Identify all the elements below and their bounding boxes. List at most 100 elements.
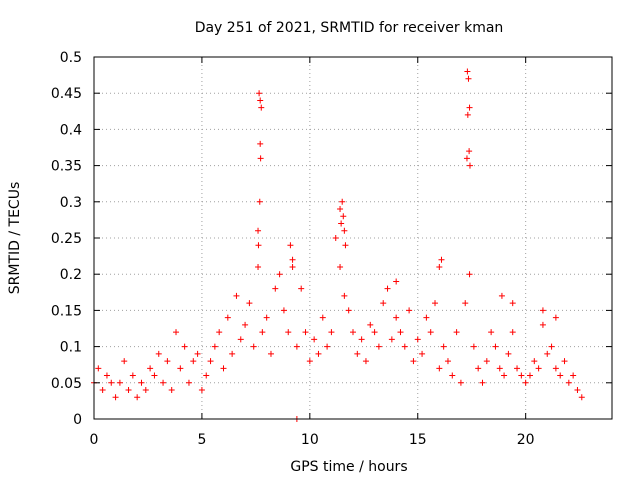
data-point xyxy=(552,365,559,372)
data-point xyxy=(574,387,581,394)
data-point xyxy=(229,350,236,357)
data-point xyxy=(125,387,132,394)
data-point xyxy=(375,343,382,350)
data-point xyxy=(565,379,572,386)
data-point xyxy=(384,285,391,292)
data-point xyxy=(423,314,430,321)
data-point xyxy=(285,329,292,336)
x-tick-label: 15 xyxy=(409,432,427,448)
data-point xyxy=(287,242,294,249)
data-point xyxy=(298,285,305,292)
data-point xyxy=(160,379,167,386)
x-axis-label: GPS time / hours xyxy=(290,459,407,475)
data-point xyxy=(134,394,141,401)
data-point xyxy=(544,350,551,357)
x-tick-label: 0 xyxy=(90,432,99,448)
chart-title: Day 251 of 2021, SRMTID for receiver kma… xyxy=(195,20,504,36)
data-point xyxy=(207,358,214,365)
data-point xyxy=(440,343,447,350)
data-point xyxy=(462,300,469,307)
data-point xyxy=(142,387,149,394)
data-point xyxy=(345,307,352,314)
data-point xyxy=(319,314,326,321)
data-point xyxy=(498,292,505,299)
data-point xyxy=(258,104,265,111)
data-point xyxy=(466,148,473,155)
grid-lines xyxy=(94,57,612,419)
data-point xyxy=(397,329,404,336)
data-point xyxy=(255,242,262,249)
data-point xyxy=(121,358,128,365)
data-point xyxy=(466,271,473,278)
y-tick-label: 0.1 xyxy=(60,340,82,356)
data-point xyxy=(464,111,471,118)
y-tick-label: 0.25 xyxy=(51,231,82,247)
data-point xyxy=(427,329,434,336)
data-point xyxy=(259,329,266,336)
data-point xyxy=(371,329,378,336)
data-point xyxy=(561,358,568,365)
data-point xyxy=(380,300,387,307)
data-point xyxy=(509,329,516,336)
data-point xyxy=(557,372,564,379)
data-point xyxy=(108,379,115,386)
x-tick-label: 20 xyxy=(517,432,535,448)
data-point xyxy=(302,329,309,336)
data-point xyxy=(514,365,521,372)
data-point xyxy=(438,256,445,263)
data-point xyxy=(496,365,503,372)
data-point xyxy=(211,343,218,350)
data-point xyxy=(505,350,512,357)
data-point xyxy=(406,307,413,314)
data-point xyxy=(453,329,460,336)
data-point xyxy=(393,278,400,285)
data-point xyxy=(306,358,313,365)
data-point xyxy=(138,379,145,386)
y-tick-labels: 0 0.05 0.1 0.15 0.2 0.25 0.3 0.35 0.4 0.45 0.5 xyxy=(51,50,82,428)
data-point xyxy=(548,343,555,350)
data-point xyxy=(194,350,201,357)
data-point xyxy=(354,350,361,357)
data-point xyxy=(99,387,106,394)
data-point xyxy=(324,343,331,350)
data-point xyxy=(518,372,525,379)
y-tick-label: 0.2 xyxy=(60,267,82,283)
data-point xyxy=(488,329,495,336)
data-point xyxy=(255,263,262,270)
data-point xyxy=(526,372,533,379)
data-points xyxy=(91,68,585,422)
data-point xyxy=(272,285,279,292)
data-point xyxy=(337,263,344,270)
data-point xyxy=(256,90,263,97)
data-point xyxy=(185,379,192,386)
data-point xyxy=(203,372,210,379)
data-point xyxy=(539,321,546,328)
data-point xyxy=(164,358,171,365)
data-point xyxy=(552,314,559,321)
data-point xyxy=(388,336,395,343)
data-point xyxy=(339,198,346,205)
data-point xyxy=(198,387,205,394)
data-point xyxy=(242,321,249,328)
data-point xyxy=(432,300,439,307)
data-point xyxy=(465,75,472,82)
y-axis-label: SRMTID / TECUs xyxy=(7,182,23,295)
data-point xyxy=(224,314,231,321)
data-point xyxy=(267,350,274,357)
data-point xyxy=(220,365,227,372)
data-point xyxy=(151,372,158,379)
data-point xyxy=(531,358,538,365)
y-tick-label: 0.5 xyxy=(60,50,82,66)
data-point xyxy=(341,227,348,234)
data-point xyxy=(168,387,175,394)
x-tick-label: 10 xyxy=(301,432,319,448)
data-point xyxy=(338,220,345,227)
data-point xyxy=(173,329,180,336)
data-point xyxy=(410,358,417,365)
data-point xyxy=(289,263,296,270)
data-point xyxy=(464,68,471,75)
data-point xyxy=(475,365,482,372)
data-point xyxy=(492,343,499,350)
data-point xyxy=(311,336,318,343)
